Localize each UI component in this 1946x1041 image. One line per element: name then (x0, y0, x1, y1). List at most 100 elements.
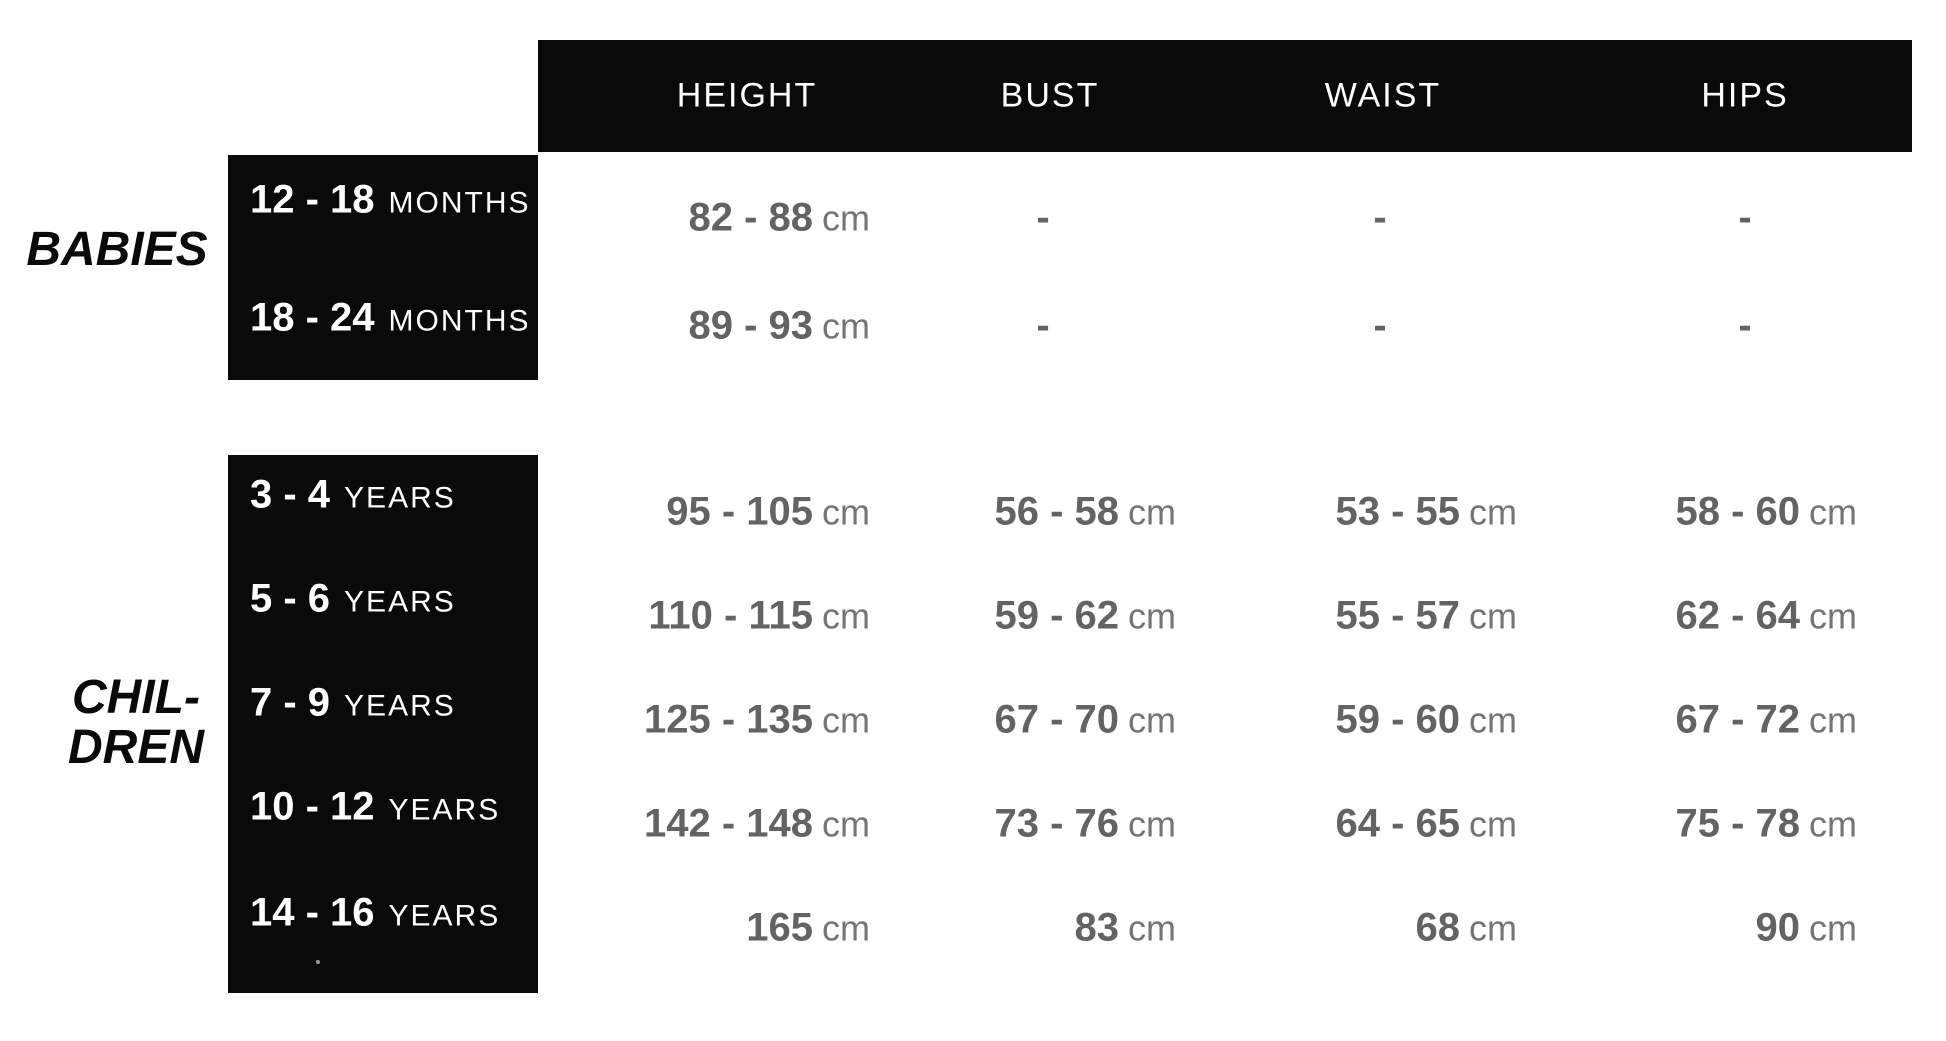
size-row-children-14-16: 14 - 16 YEARS (250, 891, 500, 936)
group-label-line: BABIES (26, 223, 208, 276)
size-unit: YEARS (344, 585, 456, 619)
height-cell: 125 - 135 cm (644, 698, 870, 743)
measurement-unit: cm (822, 305, 870, 347)
empty-dash: - (1373, 303, 1387, 348)
size-unit: YEARS (344, 481, 456, 515)
bust-cell: 73 - 76 cm (994, 802, 1176, 847)
waist-cell: - (1373, 304, 1386, 349)
measurement-value: 95 - 105 (666, 489, 813, 534)
measurement-unit: cm (1809, 595, 1857, 637)
measurement-value: 125 - 135 (643, 697, 813, 742)
header-bar: HEIGHT BUST WAIST HIPS (538, 40, 1912, 152)
measurement-value: 89 - 93 (688, 303, 813, 348)
column-header-waist: WAIST (1324, 76, 1442, 115)
measurement-value: 90 (1755, 905, 1801, 950)
measurement-unit: cm (1469, 595, 1517, 637)
measurement-value: 62 - 64 (1675, 593, 1800, 638)
waist-cell: 68 cm (1416, 906, 1518, 951)
size-unit: MONTHS (388, 186, 531, 220)
artifact-dot (316, 960, 320, 964)
measurement-unit: cm (822, 907, 870, 949)
waist-cell: 59 - 60 cm (1335, 698, 1517, 743)
size-row-children-5-6: 5 - 6 YEARS (250, 577, 456, 622)
size-row-babies-12-18: 12 - 18 MONTHS (250, 178, 531, 223)
hips-cell: 67 - 72 cm (1675, 698, 1857, 743)
measurement-value: 73 - 76 (994, 801, 1119, 846)
group-label-children: CHIL- DREN (68, 673, 204, 773)
bust-cell: 67 - 70 cm (994, 698, 1176, 743)
measurement-unit: cm (822, 595, 870, 637)
bust-cell: 59 - 62 cm (994, 594, 1176, 639)
group-label-babies: BABIES (26, 225, 207, 275)
measurement-unit: cm (1128, 491, 1176, 533)
empty-dash: - (1036, 303, 1050, 348)
measurement-unit: cm (1809, 699, 1857, 741)
size-unit: MONTHS (388, 304, 531, 338)
measurement-value: 53 - 55 (1335, 489, 1460, 534)
column-header-height: HEIGHT (676, 76, 818, 115)
children-size-box: 3 - 4 YEARS 5 - 6 YEARS 7 - 9 YEARS 10 - 12… (228, 455, 538, 993)
measurement-value: 68 (1415, 905, 1461, 950)
measurement-unit: cm (1128, 595, 1176, 637)
hips-cell: 75 - 78 cm (1675, 802, 1857, 847)
column-header-bust: BUST (1000, 76, 1100, 115)
waist-cell: 64 - 65 cm (1335, 802, 1517, 847)
size-row-babies-18-24: 18 - 24 MONTHS (250, 296, 531, 341)
size-range: 12 - 18 (250, 177, 375, 222)
size-unit: YEARS (388, 793, 501, 827)
size-range: 10 - 12 (250, 784, 375, 829)
measurement-value: 142 - 148 (643, 801, 813, 846)
hips-cell: 62 - 64 cm (1675, 594, 1857, 639)
empty-dash: - (1373, 195, 1387, 240)
empty-dash: - (1738, 195, 1752, 240)
measurement-value: 59 - 60 (1335, 697, 1460, 742)
size-row-children-3-4: 3 - 4 YEARS (250, 473, 456, 518)
size-unit: YEARS (388, 899, 501, 933)
bust-cell: 56 - 58 cm (994, 490, 1176, 535)
size-range: 18 - 24 (250, 295, 375, 340)
empty-dash: - (1738, 303, 1752, 348)
measurement-unit: cm (1128, 907, 1176, 949)
measurement-unit: cm (1469, 699, 1517, 741)
hips-cell: 58 - 60 cm (1675, 490, 1857, 535)
height-cell: 110 - 115 cm (648, 594, 870, 639)
measurement-value: 64 - 65 (1335, 801, 1460, 846)
measurement-unit: cm (1469, 803, 1517, 845)
babies-size-box: 12 - 18 MONTHS 18 - 24 MONTHS (228, 155, 538, 380)
measurement-value: 55 - 57 (1335, 593, 1460, 638)
height-cell: 165 cm (746, 906, 870, 951)
measurement-value: 165 (746, 905, 813, 950)
empty-dash: - (1036, 195, 1050, 240)
measurement-unit: cm (1469, 491, 1517, 533)
group-label-line: DREN (67, 721, 205, 774)
measurement-value: 82 - 88 (688, 195, 813, 240)
height-cell: 89 - 93 cm (688, 304, 870, 349)
measurement-unit: cm (1128, 699, 1176, 741)
measurement-value: 75 - 78 (1675, 801, 1800, 846)
measurement-value: 59 - 62 (994, 593, 1119, 638)
hips-cell: - (1738, 304, 1751, 349)
size-row-children-7-9: 7 - 9 YEARS (250, 681, 456, 726)
measurement-unit: cm (822, 197, 870, 239)
measurement-value: 110 - 115 (648, 593, 813, 638)
size-row-children-10-12: 10 - 12 YEARS (250, 785, 500, 830)
measurement-unit: cm (822, 803, 870, 845)
bust-cell: 83 cm (1075, 906, 1177, 951)
measurement-unit: cm (1809, 907, 1857, 949)
bust-cell: - (1036, 304, 1049, 349)
measurement-unit: cm (1809, 491, 1857, 533)
size-range: 5 - 6 (250, 576, 331, 621)
height-cell: 82 - 88 cm (688, 196, 870, 241)
waist-cell: 53 - 55 cm (1335, 490, 1517, 535)
measurement-value: 67 - 70 (994, 697, 1119, 742)
measurement-value: 56 - 58 (994, 489, 1119, 534)
measurement-value: 83 (1074, 905, 1120, 950)
waist-cell: 55 - 57 cm (1335, 594, 1517, 639)
measurement-unit: cm (822, 491, 870, 533)
measurement-value: 67 - 72 (1675, 697, 1800, 742)
measurement-value: 58 - 60 (1675, 489, 1800, 534)
size-range: 14 - 16 (250, 890, 375, 935)
size-range: 3 - 4 (250, 472, 331, 517)
hips-cell: 90 cm (1756, 906, 1858, 951)
height-cell: 95 - 105 cm (666, 490, 870, 535)
